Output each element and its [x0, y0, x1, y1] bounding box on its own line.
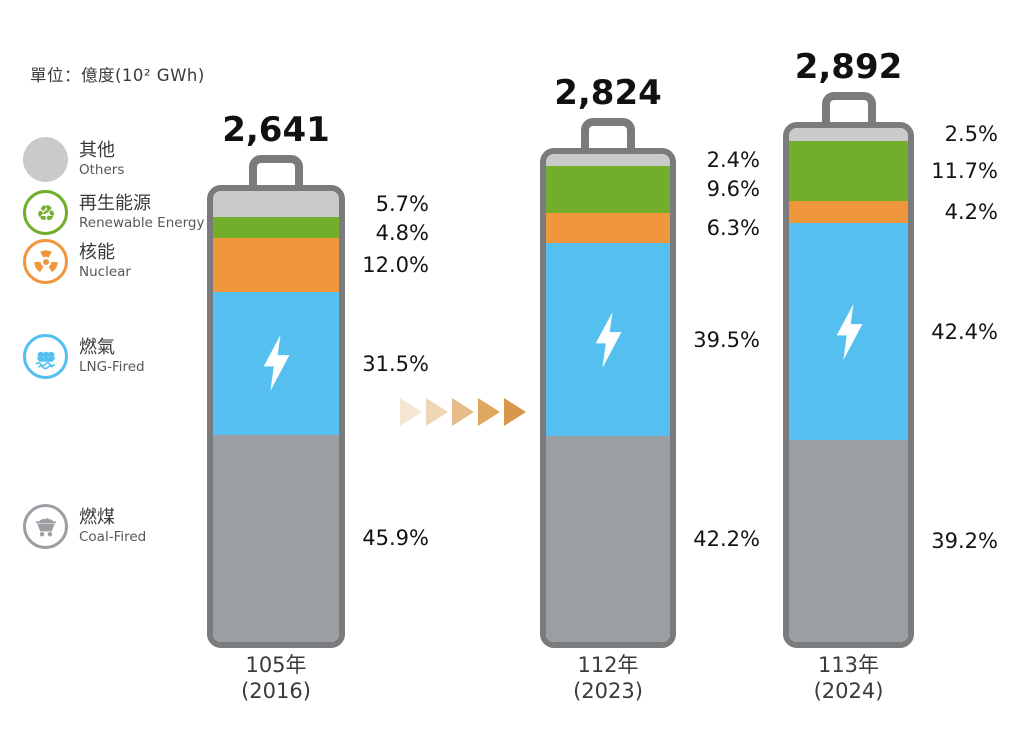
recycle-icon: ♻ — [23, 190, 68, 235]
battery-segment-lng — [213, 292, 339, 435]
lightning-bolt-icon — [836, 303, 862, 360]
recycle-icon: ♻ — [36, 201, 56, 227]
arrow-icon — [478, 398, 500, 426]
year-label: 113年 (2024) — [763, 652, 934, 705]
percent-label-renewable: 9.6% — [706, 177, 760, 202]
battery-cap-handle — [821, 92, 876, 128]
percent-label-others: 2.4% — [706, 147, 760, 172]
year-label-western: (2023) — [573, 679, 643, 704]
svg-text:♻: ♻ — [36, 201, 56, 227]
percent-label-coal: 45.9% — [362, 526, 429, 551]
arrow-icon — [452, 398, 474, 426]
legend-labels-nuclear: 核能 Nuclear — [79, 242, 131, 280]
coal-cart-icon — [35, 517, 56, 536]
battery-total-value: 2,824 — [554, 73, 662, 113]
percent-label-others: 5.7% — [375, 191, 429, 216]
battery-cap-handle — [249, 155, 303, 191]
legend-label-en: Renewable Energy — [79, 214, 205, 231]
percent-label-coal: 42.2% — [693, 527, 760, 552]
battery-segments — [213, 191, 339, 642]
percent-label-renewable: 4.8% — [375, 220, 429, 245]
year-label-roc: 112年 — [577, 653, 639, 677]
battery-segments — [789, 128, 908, 642]
battery-segment-coal — [213, 434, 339, 642]
year-label: 112年 (2023) — [520, 652, 696, 705]
percent-label-nuclear: 12.0% — [362, 253, 429, 278]
legend-label-zh: 核能 — [79, 242, 115, 264]
battery-segment-nuclear — [789, 200, 908, 223]
lightning-bolt-icon — [595, 311, 622, 368]
battery-segment-others — [789, 128, 908, 141]
percent-label-others: 2.5% — [944, 122, 998, 147]
legend-labels-others: 其他 Others — [79, 140, 124, 178]
battery-segment-others — [213, 191, 339, 217]
legend-label-zh: 再生能源 — [79, 193, 151, 215]
battery-segments — [546, 154, 670, 642]
percent-label-lng: 39.5% — [693, 327, 760, 352]
percent-label-nuclear: 4.2% — [944, 199, 998, 224]
year-label-western: (2016) — [241, 679, 311, 704]
battery-body — [783, 122, 914, 648]
arrow-icon — [426, 398, 448, 426]
legend-item-lng: 燃氣 LNG-Fired — [23, 334, 145, 379]
battery-segment-lng — [546, 243, 670, 437]
legend-label-zh: 燃氣 — [79, 337, 115, 359]
battery-segment-others — [546, 154, 670, 166]
arrow-icon — [400, 398, 422, 426]
legend-label-en: Others — [79, 161, 125, 178]
battery-segment-coal — [546, 436, 670, 642]
battery-body — [540, 148, 676, 648]
trend-arrows — [400, 396, 530, 432]
battery-segment-renewable — [546, 165, 670, 213]
legend-label-en: Coal-Fired — [79, 528, 147, 545]
coal-cart-icon — [23, 504, 68, 549]
trend-arrows-svg — [400, 398, 526, 426]
lightning-bolt-icon — [263, 335, 290, 392]
legend-label-en: LNG-Fired — [79, 358, 145, 375]
battery-segment-nuclear — [546, 212, 670, 244]
battery-segment-coal — [789, 440, 908, 642]
percent-label-coal: 39.2% — [931, 529, 998, 554]
legend-item-others: 其他 Others — [23, 137, 124, 182]
battery-body — [207, 185, 345, 648]
battery-cap-handle — [581, 118, 635, 154]
percent-label-nuclear: 6.3% — [706, 215, 760, 240]
percent-label-lng: 31.5% — [362, 351, 429, 376]
battery-total-value: 2,892 — [794, 47, 903, 87]
battery-segment-renewable — [789, 140, 908, 201]
legend-labels-renewable: 再生能源 Renewable Energy — [79, 193, 204, 231]
legend-label-zh: 燃煤 — [79, 507, 115, 529]
radiation-icon — [33, 249, 58, 272]
radiation-icon — [23, 239, 68, 284]
year-label: 105年 (2016) — [187, 652, 365, 705]
battery-segment-nuclear — [213, 238, 339, 293]
year-label-western: (2024) — [813, 679, 884, 704]
legend-labels-coal: 燃煤 Coal-Fired — [79, 507, 146, 545]
battery-total-value: 2,641 — [222, 110, 330, 150]
year-label-roc: 105年 — [245, 653, 307, 677]
legend-label-en: Nuclear — [79, 263, 131, 280]
legend-item-renewable: ♻ 再生能源 Renewable Energy — [23, 190, 204, 235]
others-circle-icon — [23, 137, 68, 182]
unit-label: 單位：億度(10² GWh) — [30, 66, 205, 85]
legend-item-nuclear: 核能 Nuclear — [23, 239, 131, 284]
legend-item-coal: 燃煤 Coal-Fired — [23, 504, 146, 549]
percent-label-renewable: 11.7% — [931, 158, 998, 183]
lng-ship-icon — [23, 334, 68, 379]
arrow-icon — [504, 398, 526, 426]
year-label-roc: 113年 — [817, 653, 880, 677]
lng-ship-icon — [34, 351, 56, 369]
battery-segment-renewable — [213, 216, 339, 239]
legend-label-zh: 其他 — [79, 140, 115, 162]
battery-segment-lng — [789, 222, 908, 441]
legend-labels-lng: 燃氣 LNG-Fired — [79, 337, 145, 375]
percent-label-lng: 42.4% — [931, 319, 998, 344]
